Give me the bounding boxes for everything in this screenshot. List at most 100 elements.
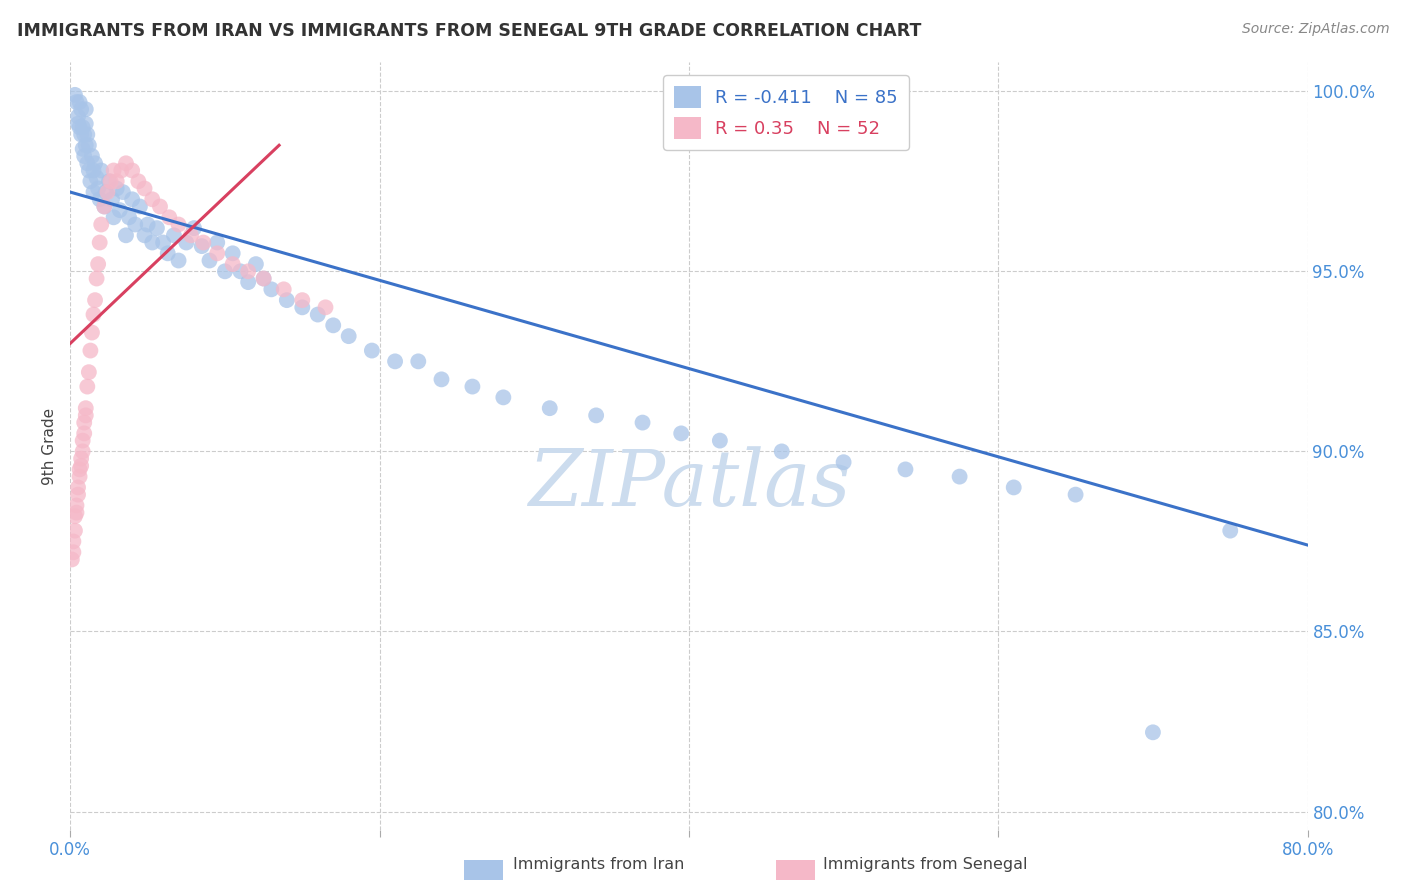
Point bbox=[291, 293, 314, 307]
Point bbox=[121, 192, 143, 206]
Point bbox=[77, 163, 100, 178]
Point bbox=[73, 128, 96, 142]
Point bbox=[76, 128, 98, 142]
Point bbox=[73, 149, 96, 163]
Point bbox=[65, 95, 87, 109]
Point bbox=[87, 257, 110, 271]
Point bbox=[73, 416, 96, 430]
Point bbox=[63, 509, 86, 524]
Point bbox=[214, 264, 236, 278]
Point bbox=[118, 211, 141, 225]
Point bbox=[253, 271, 276, 285]
Point bbox=[198, 253, 221, 268]
Text: Immigrants from Iran: Immigrants from Iran bbox=[513, 857, 685, 872]
Point bbox=[72, 142, 94, 156]
Point bbox=[70, 451, 93, 466]
Point bbox=[183, 221, 205, 235]
Point bbox=[108, 203, 131, 218]
Point bbox=[127, 174, 149, 188]
Point bbox=[291, 301, 314, 315]
Point bbox=[67, 480, 90, 494]
Point bbox=[238, 275, 260, 289]
Point bbox=[70, 128, 93, 142]
Point bbox=[276, 293, 298, 307]
Point bbox=[115, 228, 138, 243]
Point bbox=[222, 257, 245, 271]
Point bbox=[94, 185, 117, 199]
Point bbox=[89, 192, 111, 206]
Point bbox=[167, 253, 190, 268]
Point bbox=[76, 156, 98, 170]
Point bbox=[146, 221, 169, 235]
Point bbox=[134, 228, 156, 243]
Point bbox=[96, 185, 118, 199]
Point bbox=[1002, 480, 1025, 494]
Point bbox=[80, 149, 103, 163]
Point bbox=[76, 379, 98, 393]
Point bbox=[89, 235, 111, 250]
Point bbox=[65, 506, 87, 520]
Point bbox=[770, 444, 793, 458]
Legend: R = -0.411    N = 85, R = 0.35    N = 52: R = -0.411 N = 85, R = 0.35 N = 52 bbox=[664, 75, 908, 150]
Point bbox=[163, 228, 186, 243]
Point bbox=[585, 409, 607, 423]
Point bbox=[98, 174, 120, 188]
Point bbox=[260, 282, 283, 296]
Point bbox=[315, 301, 337, 315]
Point bbox=[408, 354, 430, 368]
Point bbox=[69, 462, 91, 476]
Point bbox=[90, 218, 112, 232]
Point bbox=[671, 426, 693, 441]
Point bbox=[63, 524, 86, 538]
Point bbox=[180, 228, 202, 243]
Point bbox=[245, 257, 267, 271]
Point bbox=[307, 308, 329, 322]
Point bbox=[1064, 488, 1087, 502]
Text: IMMIGRANTS FROM IRAN VS IMMIGRANTS FROM SENEGAL 9TH GRADE CORRELATION CHART: IMMIGRANTS FROM IRAN VS IMMIGRANTS FROM … bbox=[17, 22, 921, 40]
Point bbox=[124, 218, 146, 232]
Point bbox=[62, 534, 84, 549]
Point bbox=[65, 499, 87, 513]
Point bbox=[60, 552, 83, 566]
Point bbox=[72, 120, 94, 135]
Point bbox=[461, 379, 484, 393]
Point bbox=[72, 444, 94, 458]
Point bbox=[115, 156, 138, 170]
Point bbox=[67, 488, 90, 502]
Point bbox=[222, 246, 245, 260]
Point bbox=[69, 95, 91, 109]
Point bbox=[105, 174, 128, 188]
Point bbox=[77, 365, 100, 379]
Text: ZIPatlas: ZIPatlas bbox=[527, 446, 851, 523]
Point bbox=[86, 271, 108, 285]
Point bbox=[709, 434, 731, 448]
Point bbox=[75, 102, 97, 116]
Point bbox=[157, 211, 180, 225]
Point bbox=[156, 246, 179, 260]
Point bbox=[87, 181, 110, 195]
Point bbox=[141, 235, 163, 250]
Point bbox=[103, 163, 125, 178]
Point bbox=[631, 416, 654, 430]
Point bbox=[67, 117, 90, 131]
Point bbox=[110, 163, 132, 178]
Point bbox=[238, 264, 260, 278]
Point bbox=[84, 156, 107, 170]
Point bbox=[191, 239, 214, 253]
Point bbox=[90, 163, 112, 178]
Text: Source: ZipAtlas.com: Source: ZipAtlas.com bbox=[1241, 22, 1389, 37]
Point bbox=[193, 235, 215, 250]
Point bbox=[75, 409, 97, 423]
Point bbox=[111, 185, 134, 199]
Point bbox=[134, 181, 156, 195]
Point bbox=[149, 200, 172, 214]
Point bbox=[207, 235, 229, 250]
Point bbox=[105, 181, 128, 195]
Point bbox=[70, 458, 93, 473]
Point bbox=[894, 462, 917, 476]
Text: Immigrants from Senegal: Immigrants from Senegal bbox=[823, 857, 1026, 872]
Y-axis label: 9th Grade: 9th Grade bbox=[42, 408, 58, 484]
Point bbox=[93, 200, 115, 214]
Point bbox=[1219, 524, 1241, 538]
Point bbox=[101, 192, 124, 206]
